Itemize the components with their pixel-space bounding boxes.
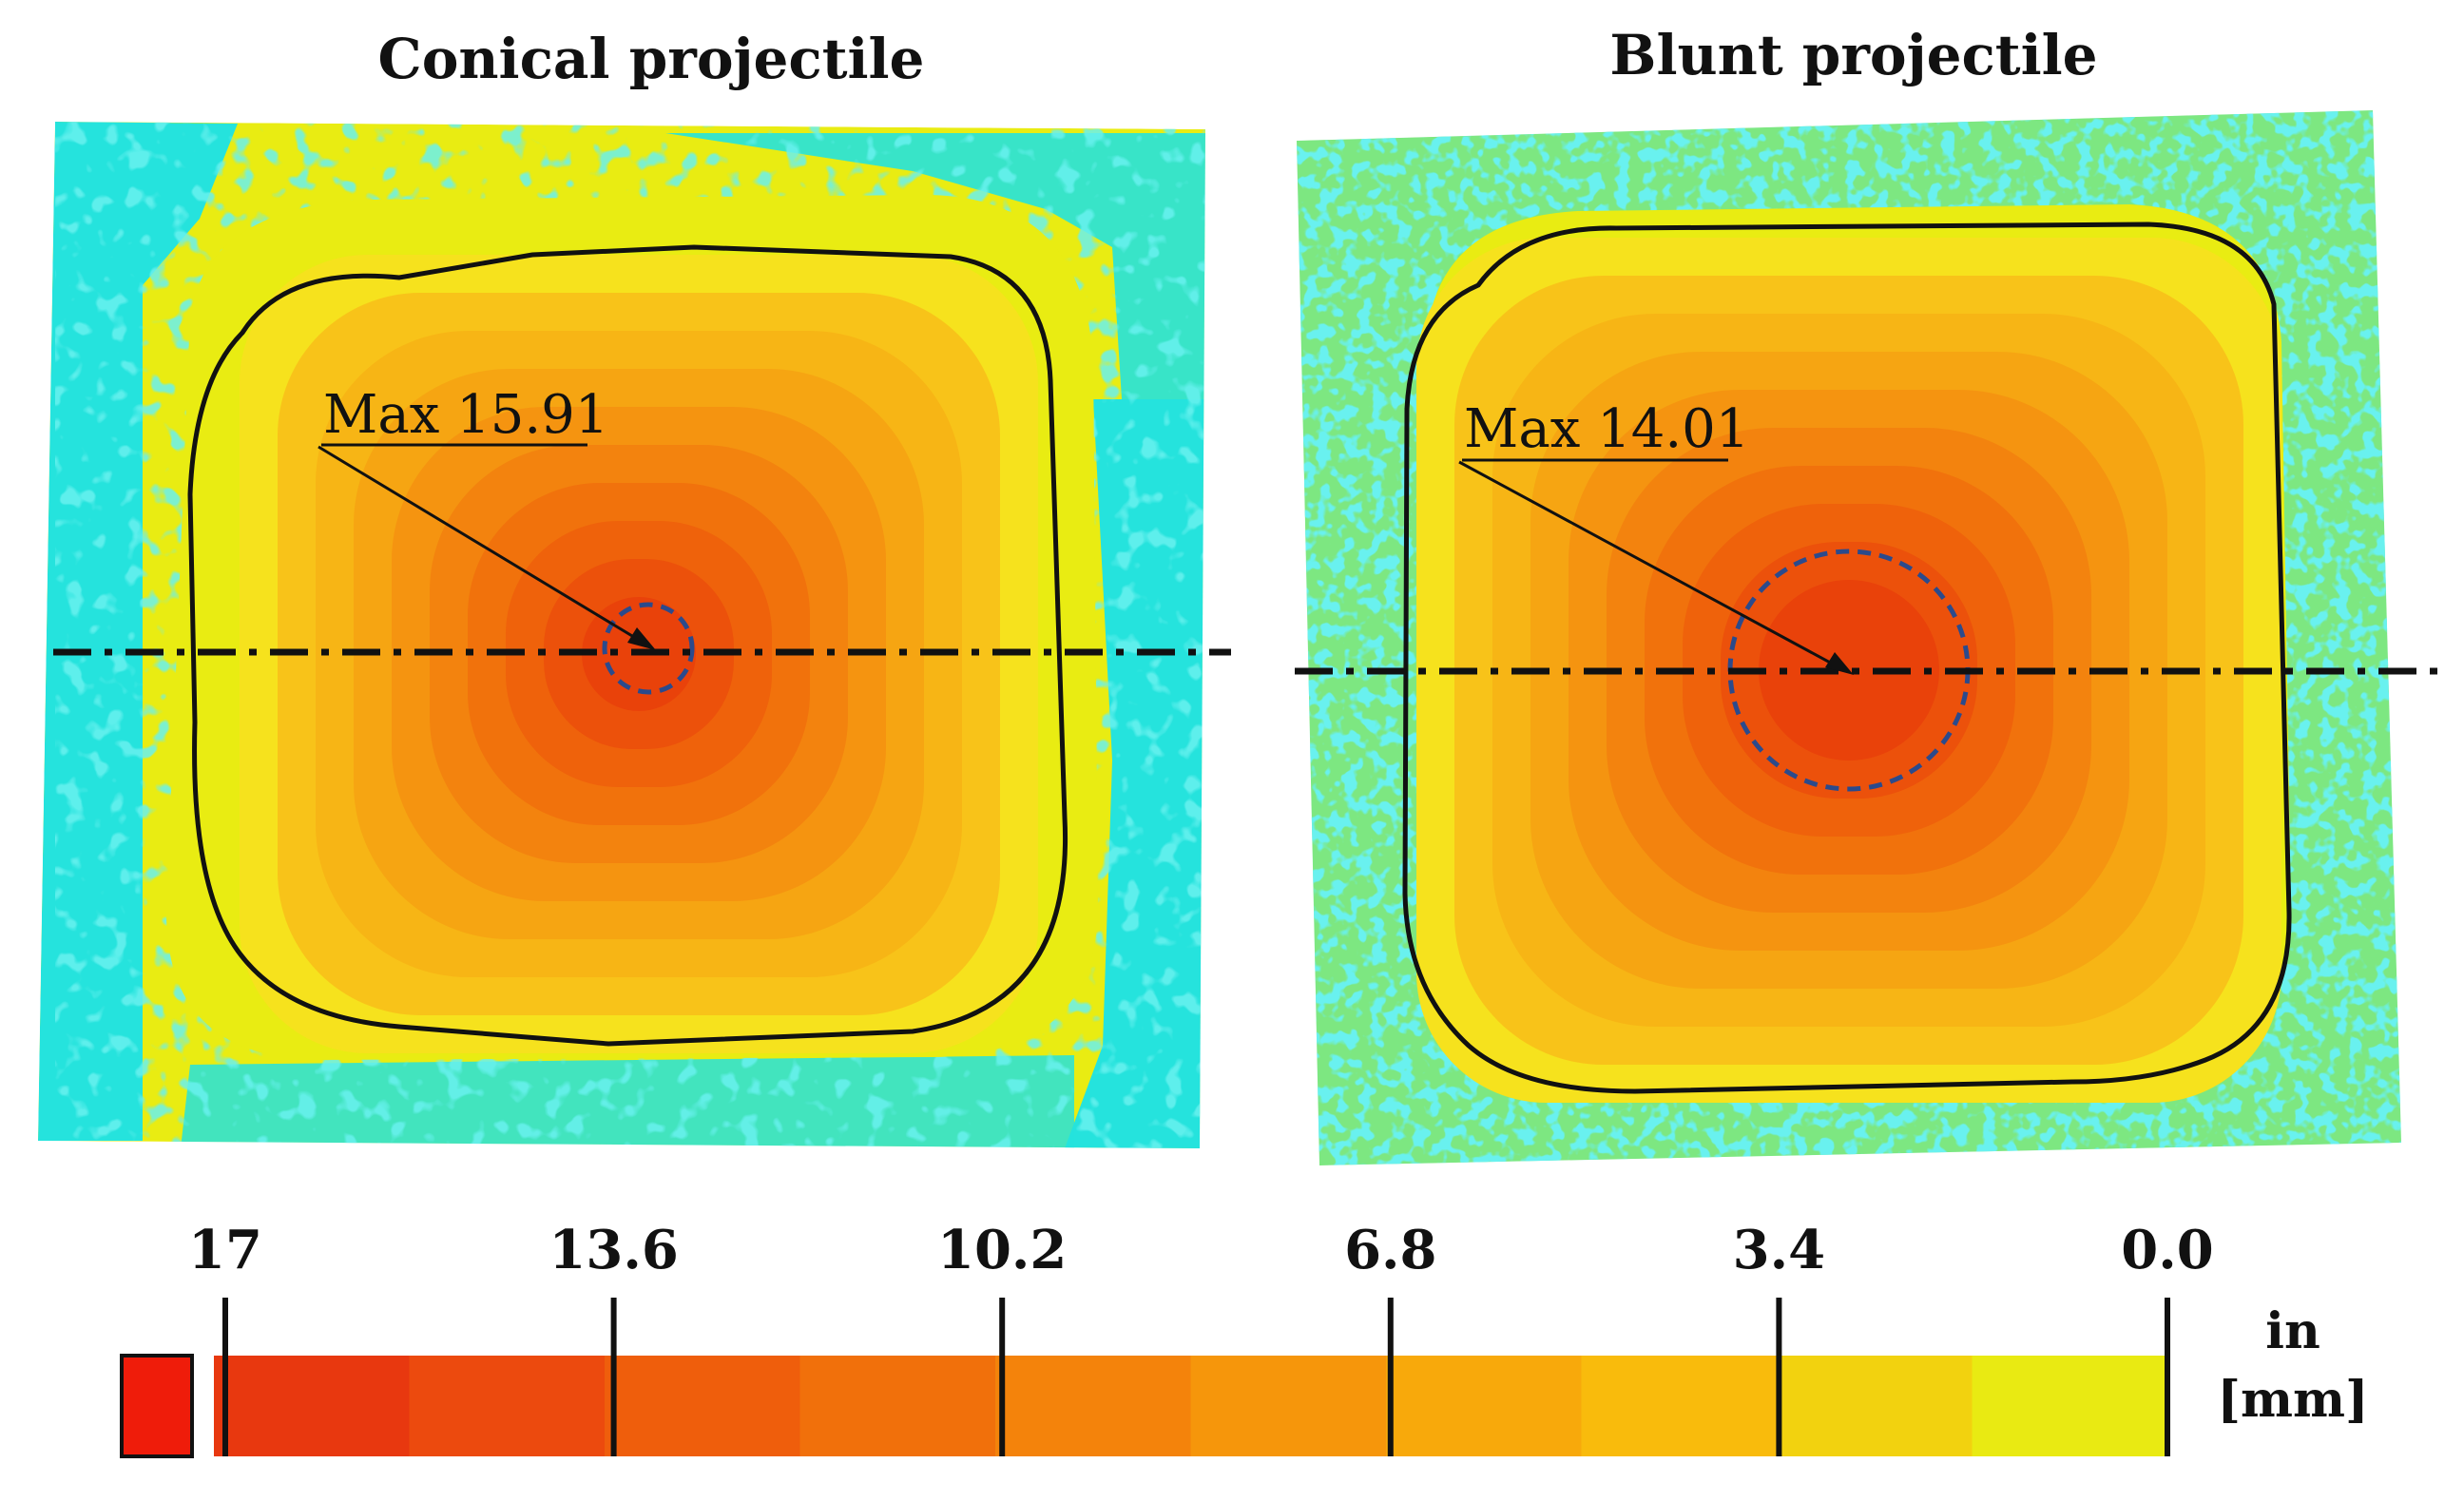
blunt-leader-arrow bbox=[1825, 652, 1854, 675]
colorbar-tick-label: 6.8 bbox=[1344, 1219, 1436, 1281]
colorbar-tick-label: 17 bbox=[188, 1219, 262, 1281]
conical-boundary-contour bbox=[187, 244, 1068, 1047]
blunt-leader-line bbox=[1458, 460, 1845, 672]
blunt-title: Blunt projectile bbox=[1609, 23, 2097, 87]
conical-title: Conical projectile bbox=[378, 27, 925, 91]
colorbar-unit-line1: in bbox=[2265, 1302, 2320, 1360]
colorbar-tick-label: 10.2 bbox=[937, 1219, 1067, 1281]
colorbar-bands bbox=[214, 1356, 2168, 1456]
colorbar-tick-label: 3.4 bbox=[1733, 1219, 1825, 1281]
colorbar-unit-line2: [mm] bbox=[2217, 1371, 2368, 1429]
colorbar-band bbox=[1777, 1356, 1973, 1456]
colorbar-tick-label: 0.0 bbox=[2121, 1219, 2213, 1281]
colorbar-overflow-swatch bbox=[120, 1354, 194, 1458]
colorbar-tick-labels: 17 13.6 10.2 6.8 3.4 0.0 bbox=[188, 1219, 2214, 1281]
colorbar-band bbox=[605, 1356, 801, 1456]
conical-impact-circle bbox=[602, 602, 695, 695]
colorbar-band bbox=[799, 1356, 996, 1456]
conical-max-label: Max 15.91 bbox=[323, 384, 608, 446]
colorbar-band bbox=[1581, 1356, 1778, 1456]
colorbar-tick-label: 13.6 bbox=[549, 1219, 678, 1281]
colorbar-ticks bbox=[222, 1298, 2170, 1456]
conical-panel: Conical projectile Max 15.91 bbox=[38, 27, 1231, 1148]
colorbar: 17 13.6 10.2 6.8 3.4 0.0 in [mm] bbox=[120, 1219, 2369, 1458]
conical-leader-arrow bbox=[627, 627, 656, 650]
colorbar-band bbox=[214, 1356, 411, 1456]
colorbar-band bbox=[1190, 1356, 1387, 1456]
blunt-boundary-contour bbox=[1402, 221, 2292, 1094]
conical-leader-line bbox=[318, 445, 647, 646]
colorbar-band bbox=[1386, 1356, 1583, 1456]
blunt-panel: Blunt projectile Max 14.01 bbox=[1295, 23, 2439, 1165]
colorbar-band bbox=[409, 1356, 606, 1456]
colorbar-band bbox=[995, 1356, 1192, 1456]
colorbar-band bbox=[1972, 1356, 2168, 1456]
blunt-max-label: Max 14.01 bbox=[1464, 398, 1749, 460]
